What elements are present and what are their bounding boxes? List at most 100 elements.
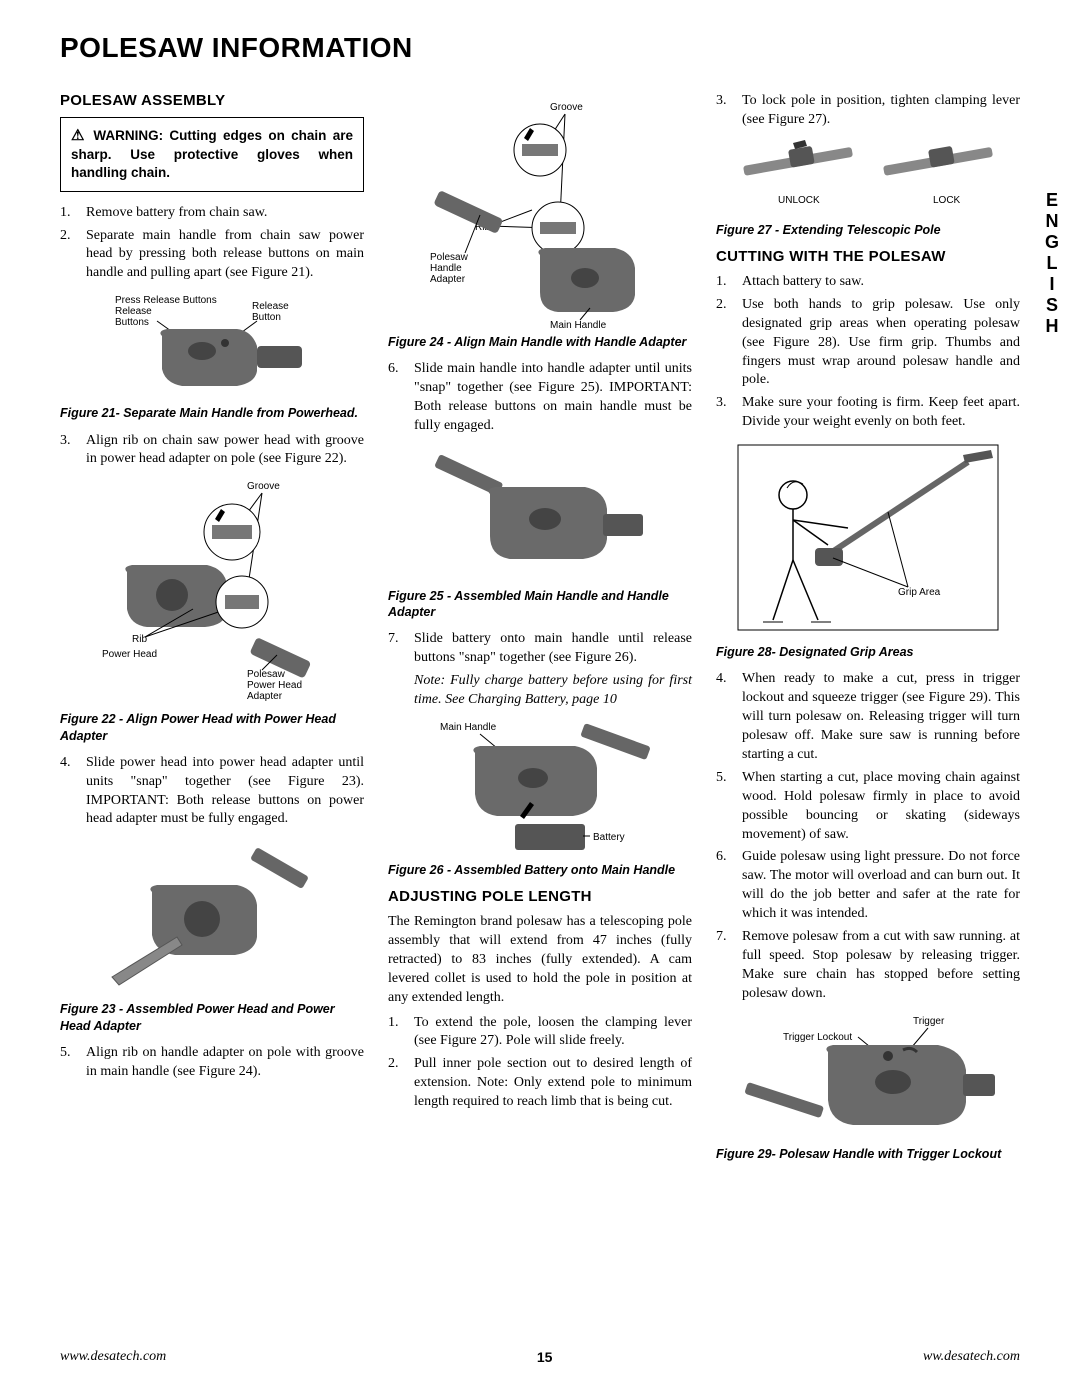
- steps-adjust: 1.To extend the pole, loosen the clampin…: [388, 1014, 692, 1112]
- heading-assembly: POLESAW ASSEMBLY: [60, 92, 364, 109]
- step-text: Slide battery onto main handle until rel…: [414, 630, 692, 668]
- footer-right: ww.desatech.com: [923, 1349, 1020, 1365]
- steps-cutting-b: 4.When ready to make a cut, press in tri…: [716, 670, 1020, 1003]
- label-powerhead: Power Head: [102, 649, 157, 660]
- step-num: 1.: [716, 273, 742, 292]
- svg-text:Rib: Rib: [132, 634, 147, 645]
- step-text: Align rib on chain saw power head with g…: [86, 432, 364, 470]
- figure-28-caption: Figure 28- Designated Grip Areas: [716, 644, 1020, 660]
- warning-text: WARNING: Cutting edges on chain are shar…: [71, 128, 353, 180]
- step-num: 5.: [716, 769, 742, 845]
- figure-29-caption: Figure 29- Polesaw Handle with Trigger L…: [716, 1146, 1020, 1162]
- warning-box: ⚠ WARNING: Cutting edges on chain are sh…: [60, 117, 364, 192]
- column-2: Groove Rib Polesaw Handle Adapter: [388, 92, 692, 1172]
- step-text: Slide power head into power head adapter…: [86, 754, 364, 830]
- step-text: Pull inner pole section out to desired l…: [414, 1055, 692, 1112]
- figure-24-caption: Figure 24 - Align Main Handle with Handl…: [388, 334, 692, 350]
- steps-4: 4.Slide power head into power head adapt…: [60, 754, 364, 830]
- svg-text:Polesaw: Polesaw: [247, 669, 286, 680]
- step-text: When ready to make a cut, press in trigg…: [742, 670, 1020, 764]
- step-text: Align rib on handle adapter on pole with…: [86, 1044, 364, 1082]
- step-num: 2.: [388, 1055, 414, 1112]
- svg-text:Adapter: Adapter: [247, 691, 283, 702]
- svg-text:Polesaw: Polesaw: [430, 252, 469, 263]
- label-press: Press Release Buttons: [115, 295, 217, 306]
- steps-cutting-a: 1.Attach battery to saw. 2.Use both hand…: [716, 273, 1020, 432]
- svg-text:Power Head: Power Head: [247, 680, 302, 691]
- svg-text:Buttons: Buttons: [115, 317, 149, 328]
- step-num: 6.: [388, 360, 414, 436]
- label-release: Release: [252, 301, 289, 312]
- figure-26: Main Handle Battery: [388, 718, 692, 858]
- step-text: When starting a cut, place moving chain …: [742, 769, 1020, 845]
- step-num: 2.: [716, 296, 742, 390]
- step-num: 6.: [716, 848, 742, 924]
- figure-25: [388, 444, 692, 584]
- label-lockout: Trigger Lockout: [783, 1032, 852, 1043]
- step-num: 3.: [716, 92, 742, 130]
- figure-21-caption: Figure 21- Separate Main Handle from Pow…: [60, 405, 364, 421]
- label-lock: LOCK: [933, 195, 961, 206]
- step-num: 2.: [60, 227, 86, 284]
- label-main: Main Handle: [550, 320, 607, 330]
- page-number: 15: [537, 1349, 553, 1365]
- column-1: POLESAW ASSEMBLY ⚠ WARNING: Cutting edge…: [60, 92, 364, 1172]
- adjusting-para: The Remington brand polesaw has a telesc…: [388, 913, 692, 1007]
- figure-22: Groove Rib Power Head Polesaw: [60, 477, 364, 707]
- figure-29: Trigger Trigger Lockout: [716, 1012, 1020, 1142]
- steps-5: 5.Align rib on handle adapter on pole wi…: [60, 1044, 364, 1082]
- heading-adjusting: ADJUSTING POLE LENGTH: [388, 888, 692, 905]
- step-num: 7.: [388, 630, 414, 668]
- figure-24: Groove Rib Polesaw Handle Adapter: [388, 100, 692, 330]
- step-num: 4.: [60, 754, 86, 830]
- step-text: Guide polesaw using light pressure. Do n…: [742, 848, 1020, 924]
- steps-6: 6.Slide main handle into handle adapter …: [388, 360, 692, 436]
- steps-lock: 3.To lock pole in position, tighten clam…: [716, 92, 1020, 130]
- step-num: 3.: [716, 394, 742, 432]
- page-title: POLESAW INFORMATION: [60, 32, 1020, 64]
- step-num: 4.: [716, 670, 742, 764]
- step-num: 1.: [388, 1014, 414, 1052]
- svg-text:Handle: Handle: [430, 263, 462, 274]
- warning-icon: ⚠: [71, 127, 87, 144]
- label-main-handle: Main Handle: [440, 722, 497, 733]
- step-text: Separate main handle from chain saw powe…: [86, 227, 364, 284]
- label-grip: Grip Area: [898, 587, 941, 598]
- step-num: 3.: [60, 432, 86, 470]
- step-num: 7.: [716, 928, 742, 1004]
- label-battery: Battery: [593, 832, 625, 843]
- steps-1-2: 1.Remove battery from chain saw. 2.Separ…: [60, 204, 364, 284]
- heading-cutting: CUTTING WITH THE POLESAW: [716, 248, 1020, 265]
- page-footer: www.desatech.com 15 ww.desatech.com: [60, 1349, 1020, 1365]
- figure-22-caption: Figure 22 - Align Power Head with Power …: [60, 711, 364, 744]
- step-text: To lock pole in position, tighten clampi…: [742, 92, 1020, 130]
- figure-25-caption: Figure 25 - Assembled Main Handle and Ha…: [388, 588, 692, 621]
- steps-7: 7.Slide battery onto main handle until r…: [388, 630, 692, 668]
- label-unlock: UNLOCK: [778, 195, 820, 206]
- figure-23-caption: Figure 23 - Assembled Power Head and Pow…: [60, 1001, 364, 1034]
- step-text: Slide main handle into handle adapter un…: [414, 360, 692, 436]
- steps-3: 3.Align rib on chain saw power head with…: [60, 432, 364, 470]
- step-text: Use both hands to grip polesaw. Use only…: [742, 296, 1020, 390]
- step-text: Attach battery to saw.: [742, 273, 1020, 292]
- step-num: 1.: [60, 204, 86, 223]
- language-tab: ENGLISH: [1041, 190, 1062, 337]
- svg-text:Adapter: Adapter: [430, 274, 466, 285]
- label-trigger: Trigger: [913, 1016, 945, 1027]
- svg-text:Release: Release: [115, 306, 152, 317]
- label-groove: Groove: [550, 102, 583, 113]
- figure-26-caption: Figure 26 - Assembled Battery onto Main …: [388, 862, 692, 878]
- step-text: To extend the pole, loosen the clamping …: [414, 1014, 692, 1052]
- figure-28: Grip Area: [716, 440, 1020, 640]
- step-text: Remove polesaw from a cut with saw runni…: [742, 928, 1020, 1004]
- figure-27-caption: Figure 27 - Extending Telescopic Pole: [716, 222, 1020, 238]
- label-groove: Groove: [247, 481, 280, 492]
- content-columns: POLESAW ASSEMBLY ⚠ WARNING: Cutting edge…: [60, 92, 1020, 1172]
- charge-note: Note: Fully charge battery before using …: [388, 672, 692, 710]
- step-text: Remove battery from chain saw.: [86, 204, 364, 223]
- figure-27: UNLOCK LOCK: [716, 138, 1020, 218]
- footer-left: www.desatech.com: [60, 1349, 166, 1365]
- figure-23: [60, 837, 364, 997]
- column-3: 3.To lock pole in position, tighten clam…: [716, 92, 1020, 1172]
- figure-21: Press Release Buttons Release Buttons Re…: [60, 291, 364, 401]
